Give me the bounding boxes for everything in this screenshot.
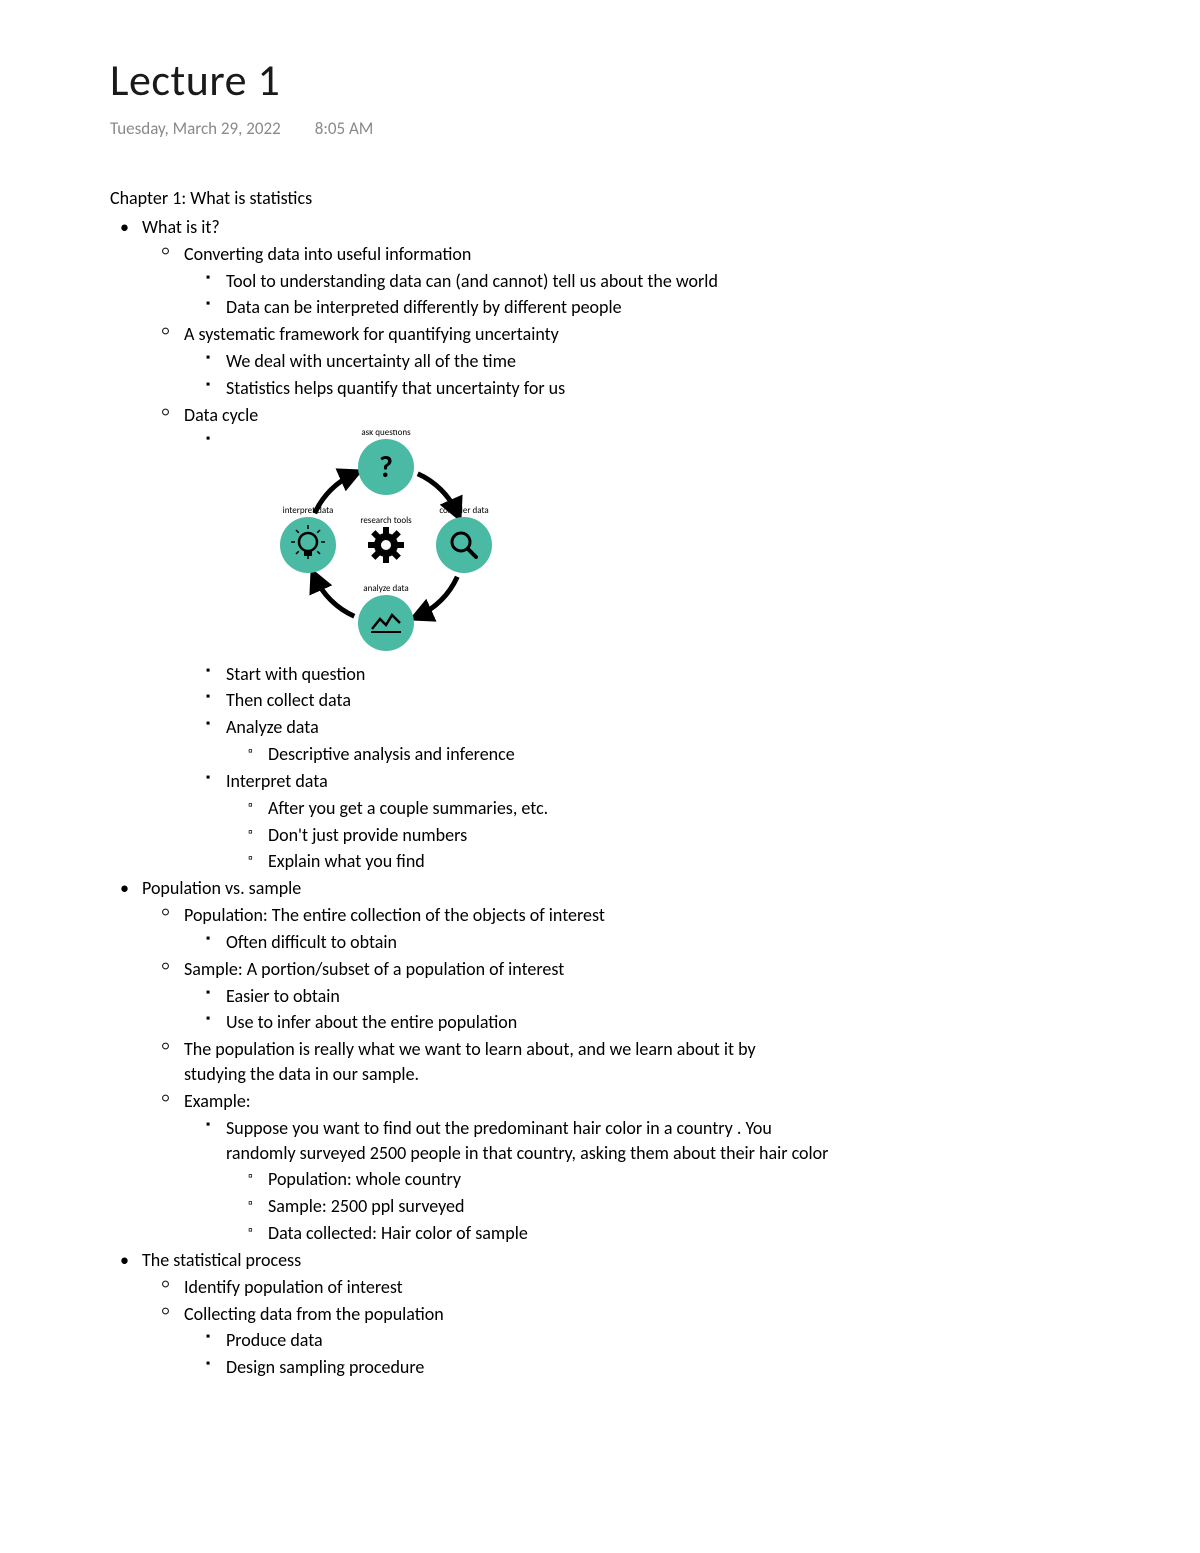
outline-item: Data collected: Hair color of sample bbox=[236, 1221, 876, 1246]
outline-item: Descriptive analysis and inference bbox=[236, 742, 876, 767]
outline-item: Produce data bbox=[194, 1328, 834, 1353]
outline-item: Then collect data bbox=[194, 688, 834, 713]
outline-item: Identify population of interest bbox=[152, 1275, 792, 1300]
outline-list: What is it?Converting data into useful i… bbox=[110, 215, 1090, 1380]
outline-item: After you get a couple summaries, etc. bbox=[236, 796, 876, 821]
outline-item: Tool to understanding data can (and cann… bbox=[194, 269, 834, 294]
svg-text:ask questions: ask questions bbox=[361, 430, 411, 438]
outline-item: Population: The entire collection of the… bbox=[152, 903, 792, 928]
outline-item: Use to infer about the entire population bbox=[194, 1010, 834, 1035]
outline-item: Example: bbox=[152, 1089, 792, 1114]
outline-item: Converting data into useful information bbox=[152, 242, 792, 267]
outline-item: Sample: A portion/subset of a population… bbox=[152, 957, 792, 982]
outline-item: Easier to obtain bbox=[194, 984, 834, 1009]
page-title: Lecture 1 bbox=[110, 50, 1090, 111]
svg-text:research tools: research tools bbox=[360, 515, 412, 526]
outline-item: research tools? ask questions consider dat… bbox=[194, 430, 1090, 660]
outline-item: Interpret data bbox=[194, 769, 834, 794]
outline-item: Statistics helps quantify that uncertain… bbox=[194, 376, 834, 401]
outline-item: Data cycle bbox=[152, 403, 792, 428]
outline-item: Sample: 2500 ppl surveyed bbox=[236, 1194, 876, 1219]
svg-text:analyze data: analyze data bbox=[363, 583, 408, 594]
outline-item: Data can be interpreted differently by d… bbox=[194, 295, 834, 320]
data-cycle-diagram: research tools? ask questions consider dat… bbox=[256, 430, 516, 660]
page-subtitle: Tuesday, March 29, 2022 8:05 AM bbox=[110, 117, 1090, 140]
time-text: 8:05 AM bbox=[315, 118, 374, 139]
outline-item: Collecting data from the population bbox=[152, 1302, 792, 1327]
outline-item: Population vs. sample bbox=[110, 876, 750, 901]
outline-item: The statistical process bbox=[110, 1248, 750, 1273]
outline-item: Don't just provide numbers bbox=[236, 823, 876, 848]
outline-item: Analyze data bbox=[194, 715, 834, 740]
svg-text:consider data: consider data bbox=[439, 505, 488, 516]
diagram-container: research tools? ask questions consider dat… bbox=[226, 430, 516, 660]
outline-item: We deal with uncertainty all of the time bbox=[194, 349, 834, 374]
outline-item: Explain what you find bbox=[236, 849, 876, 874]
outline-item: Population: whole country bbox=[236, 1167, 876, 1192]
outline-item: Suppose you want to find out the predomi… bbox=[194, 1116, 834, 1166]
svg-text:interpret data: interpret data bbox=[283, 505, 334, 516]
outline-item: What is it? bbox=[110, 215, 750, 240]
outline-item: Often difficult to obtain bbox=[194, 930, 834, 955]
outline-item: Design sampling procedure bbox=[194, 1355, 834, 1380]
svg-text:?: ? bbox=[379, 449, 393, 486]
date-text: Tuesday, March 29, 2022 bbox=[110, 118, 281, 139]
chapter-heading: Chapter 1: What is statistics bbox=[110, 186, 1090, 211]
outline-item: The population is really what we want to… bbox=[152, 1037, 792, 1087]
outline-item: Start with question bbox=[194, 662, 834, 687]
outline-item: A systematic framework for quantifying u… bbox=[152, 322, 792, 347]
